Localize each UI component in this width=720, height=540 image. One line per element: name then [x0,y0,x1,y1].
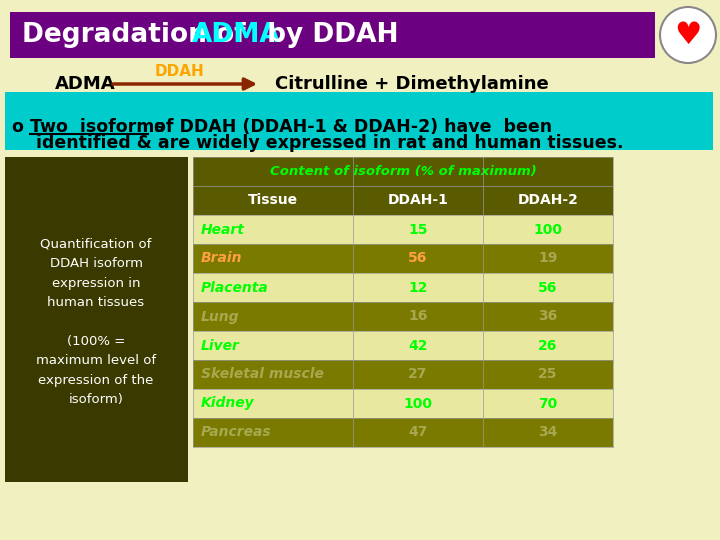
Text: Degradation of: Degradation of [22,22,255,48]
Text: of DDAH (DDAH-1 & DDAH-2) have  been: of DDAH (DDAH-1 & DDAH-2) have been [148,118,552,136]
FancyBboxPatch shape [193,360,613,389]
FancyBboxPatch shape [193,331,613,360]
FancyBboxPatch shape [5,157,188,482]
Text: 42: 42 [408,339,428,353]
Text: DDAH-1: DDAH-1 [387,193,449,207]
FancyBboxPatch shape [193,157,613,186]
FancyBboxPatch shape [193,389,613,418]
Text: Kidney: Kidney [201,396,255,410]
Text: 12: 12 [408,280,428,294]
Text: 19: 19 [539,252,558,266]
Text: 16: 16 [408,309,428,323]
Text: 25: 25 [539,368,558,381]
FancyBboxPatch shape [10,12,655,58]
Text: ♥: ♥ [675,21,702,50]
Text: Quantification of
DDAH isoform
expression in
human tissues

(100% =
maximum leve: Quantification of DDAH isoform expressio… [36,238,156,407]
FancyBboxPatch shape [193,186,613,215]
Text: Tissue: Tissue [248,193,298,207]
Text: 70: 70 [539,396,557,410]
Text: 36: 36 [539,309,557,323]
FancyBboxPatch shape [193,244,613,273]
FancyBboxPatch shape [5,92,713,150]
Text: Content of isoform (% of maximum): Content of isoform (% of maximum) [269,165,536,178]
Text: Liver: Liver [201,339,240,353]
Text: Heart: Heart [201,222,245,237]
Text: ADMA: ADMA [192,22,281,48]
FancyBboxPatch shape [193,273,613,302]
Text: identified & are widely expressed in rat and human tissues.: identified & are widely expressed in rat… [12,134,624,152]
Text: 56: 56 [408,252,428,266]
Text: Brain: Brain [201,252,243,266]
Text: by DDAH: by DDAH [258,22,398,48]
Text: 100: 100 [534,222,562,237]
Text: 47: 47 [408,426,428,440]
FancyBboxPatch shape [193,215,613,244]
Text: 100: 100 [403,396,433,410]
Text: ADMA: ADMA [55,75,116,93]
Text: DDAH-2: DDAH-2 [518,193,578,207]
Text: Skeletal muscle: Skeletal muscle [201,368,324,381]
Text: Pancreas: Pancreas [201,426,271,440]
Text: 15: 15 [408,222,428,237]
Text: DDAH: DDAH [155,64,205,78]
Circle shape [660,7,716,63]
FancyBboxPatch shape [193,302,613,331]
Text: 26: 26 [539,339,558,353]
Text: Citrulline + Dimethylamine: Citrulline + Dimethylamine [275,75,549,93]
Text: 34: 34 [539,426,558,440]
Text: Placenta: Placenta [201,280,269,294]
FancyBboxPatch shape [193,418,613,447]
Text: o: o [12,118,30,136]
Text: 56: 56 [539,280,558,294]
Text: 27: 27 [408,368,428,381]
Text: Two  isoforms: Two isoforms [30,118,165,136]
Text: Lung: Lung [201,309,240,323]
